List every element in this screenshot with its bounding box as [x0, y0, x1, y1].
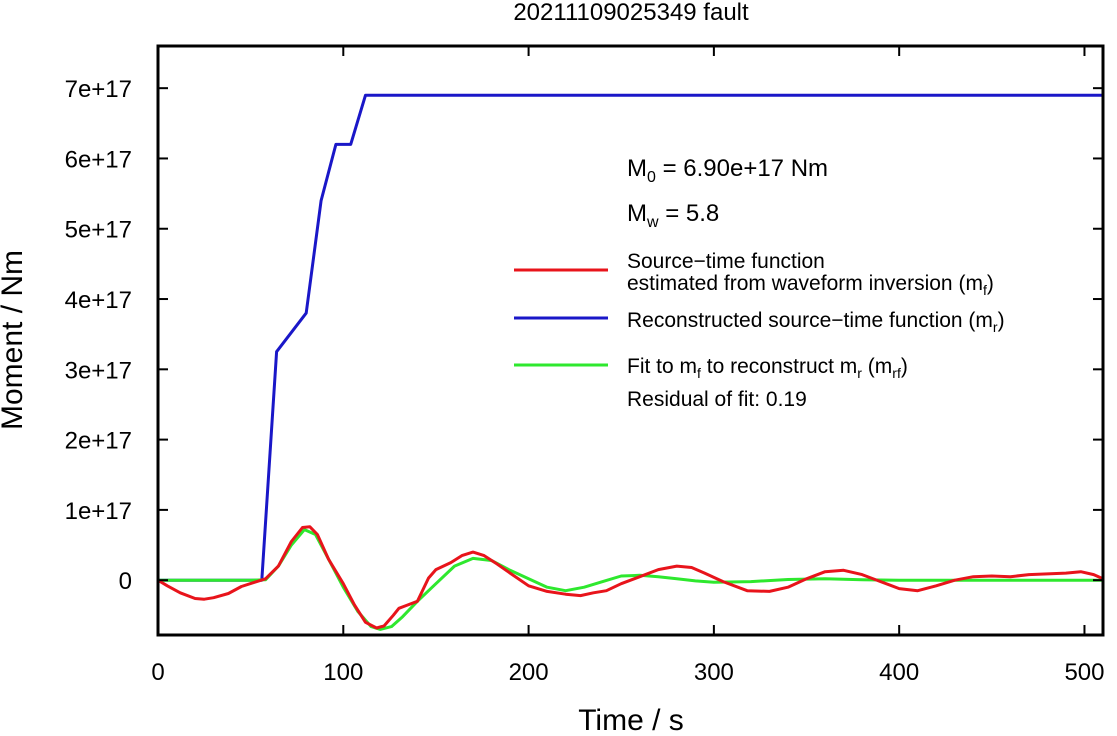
x-axis-label: Time / s	[578, 704, 684, 736]
m0-annotation: M0 = 6.90e+17 Nm	[627, 155, 828, 186]
y-tick-label: 4e+17	[65, 287, 132, 314]
y-tick-label: 7e+17	[65, 76, 132, 103]
plot-frame	[156, 44, 1105, 637]
legend: Source−time function estimated from wave…	[514, 250, 1005, 411]
mw-sub: w	[646, 214, 659, 231]
legend-green-line1: Fit to mf to reconstruct mr (mrf)	[627, 355, 908, 381]
m0-rest: = 6.90e+17 Nm	[656, 155, 828, 182]
tick-layer: 0 100 200 300 400 500 0 1e+17 2e+17 3e+17 4e+17 5e+…	[65, 46, 1104, 686]
y-tick-label: 0	[119, 568, 132, 595]
y-tick-label: 3e+17	[65, 357, 132, 384]
mw-rest: = 5.8	[659, 200, 720, 227]
y-tick-label: 1e+17	[65, 498, 132, 525]
y-tick-label: 2e+17	[65, 428, 132, 455]
m0-main: M	[627, 155, 647, 182]
x-tick-label: 400	[879, 659, 919, 686]
x-tick-label: 200	[509, 659, 549, 686]
legend-red-line2: estimated from waveform inversion (mf)	[627, 272, 994, 298]
y-axis-label: Moment / Nm	[0, 250, 29, 430]
x-tick-label: 300	[694, 659, 734, 686]
series-line-2	[157, 525, 1104, 630]
series-line-0	[158, 93, 1103, 582]
mw-annotation: Mw = 5.8	[627, 200, 719, 231]
y-tick-label: 6e+17	[65, 146, 132, 173]
series-layer	[157, 93, 1104, 631]
x-tick-label: 500	[1064, 659, 1104, 686]
chart-title: 20211109025349 fault	[513, 0, 749, 26]
y-tick-label: 5e+17	[65, 217, 132, 244]
m0-sub: 0	[647, 169, 656, 186]
legend-blue-line1: Reconstructed source−time function (mr)	[627, 309, 1005, 335]
legend-red-line1: Source−time function	[627, 250, 825, 273]
x-tick-label: 100	[323, 659, 363, 686]
x-tick-label: 0	[151, 659, 164, 686]
mw-main: M	[627, 200, 647, 227]
residual-annotation: Residual of fit: 0.19	[627, 388, 807, 411]
